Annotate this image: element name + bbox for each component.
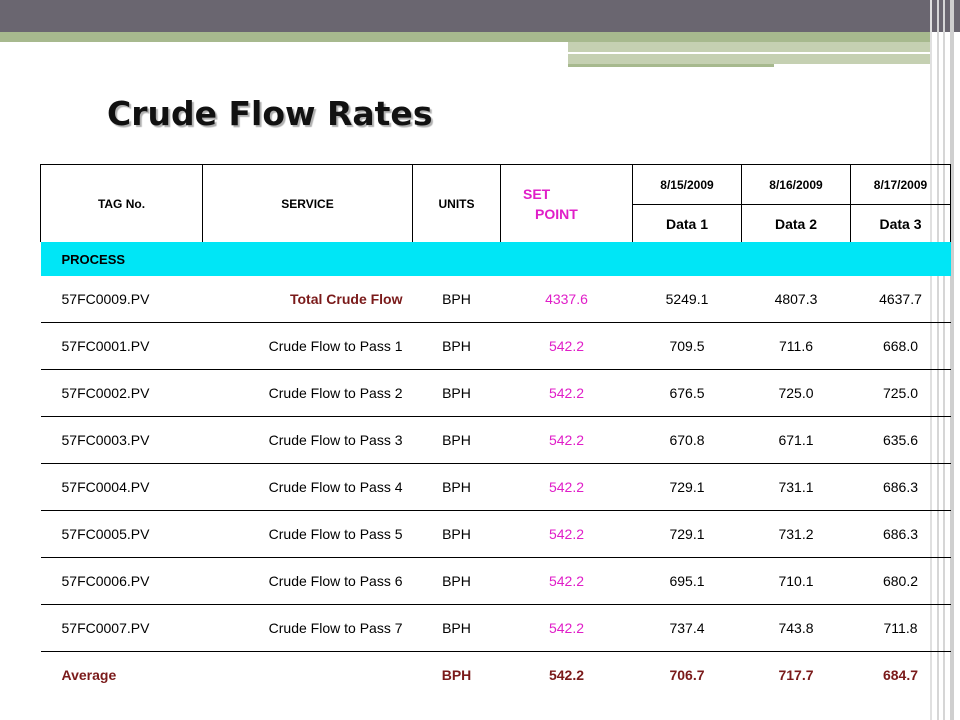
- accent-stripe: [568, 42, 930, 52]
- average-data-2: 717.7: [778, 667, 814, 683]
- row-tag: 57FC0005.PV: [40, 510, 203, 558]
- row-data-2: 725.0: [741, 369, 851, 417]
- row-data-3: 725.0: [850, 369, 951, 417]
- row-service: Crude Flow to Pass 7: [202, 604, 413, 652]
- row-tag: 57FC0002.PV: [40, 369, 203, 417]
- table-row: 57FC0003.PV Crude Flow to Pass 3 BPH 542…: [40, 416, 951, 464]
- row-data-3: 668.0: [850, 322, 951, 370]
- row-data-2: 711.6: [741, 322, 851, 370]
- row-set-point: 542.2: [500, 369, 633, 417]
- row-data-2: 4807.3: [741, 276, 851, 323]
- table-row: 57FC0001.PV Crude Flow to Pass 1 BPH 542…: [40, 322, 951, 370]
- accent-stripe: [0, 32, 930, 42]
- row-tag: 57FC0009.PV: [40, 276, 203, 323]
- average-data-3: 684.7: [882, 667, 919, 683]
- header-data-1: Data 1: [632, 204, 742, 242]
- header-data-3: Data 3: [850, 204, 951, 242]
- row-service: Crude Flow to Pass 4: [202, 463, 413, 511]
- row-service: Crude Flow to Pass 2: [202, 369, 413, 417]
- top-header-bar: [0, 0, 960, 32]
- row-data-2: 743.8: [741, 604, 851, 652]
- table-row: 57FC0006.PV Crude Flow to Pass 6 BPH 542…: [40, 557, 951, 605]
- row-data-1: 729.1: [632, 463, 742, 511]
- row-data-1: 695.1: [632, 557, 742, 605]
- row-units: BPH: [412, 416, 501, 464]
- row-set-point: 542.2: [500, 557, 633, 605]
- row-data-1: 709.5: [632, 322, 742, 370]
- row-tag: 57FC0004.PV: [40, 463, 203, 511]
- row-service: Crude Flow to Pass 1: [202, 322, 413, 370]
- header-units: UNITS: [412, 164, 501, 242]
- row-tag: 57FC0007.PV: [40, 604, 203, 652]
- row-units: BPH: [412, 322, 501, 370]
- table-header-row: Data 1 Data 2 Data 3: [41, 204, 951, 242]
- header-data-2: Data 2: [741, 204, 851, 242]
- row-units: BPH: [412, 510, 501, 558]
- row-data-2: 710.1: [741, 557, 851, 605]
- header-date-3: 8/17/2009: [850, 164, 951, 205]
- row-set-point: 542.2: [500, 463, 633, 511]
- table-row: 57FC0007.PV Crude Flow to Pass 7 BPH 542…: [40, 604, 951, 652]
- row-data-3: 686.3: [850, 510, 951, 558]
- accent-stripe: [568, 64, 774, 67]
- row-service: Total Crude Flow: [202, 276, 413, 323]
- row-data-3: 635.6: [850, 416, 951, 464]
- row-tag: 57FC0001.PV: [40, 322, 203, 370]
- row-service: Crude Flow to Pass 3: [202, 416, 413, 464]
- row-units: BPH: [412, 369, 501, 417]
- average-label: Average: [61, 667, 117, 683]
- row-set-point: 542.2: [500, 510, 633, 558]
- header-tag-label: TAG No.: [97, 196, 146, 211]
- header-set-point: SET POINT: [500, 164, 633, 242]
- row-tag: 57FC0006.PV: [40, 557, 203, 605]
- table-header-row: TAG No. SERVICE UNITS SET POINT 8/15/200…: [40, 164, 951, 242]
- row-service: Crude Flow to Pass 6: [202, 557, 413, 605]
- header-date-2: 8/16/2009: [741, 164, 851, 205]
- table-row: 57FC0005.PV Crude Flow to Pass 5 BPH 542…: [40, 510, 951, 558]
- row-data-2: 731.2: [741, 510, 851, 558]
- row-data-2: 671.1: [741, 416, 851, 464]
- row-data-1: 676.5: [632, 369, 742, 417]
- row-set-point: 542.2: [500, 416, 633, 464]
- row-data-1: 5249.1: [632, 276, 742, 323]
- header-units-label: UNITS: [438, 196, 475, 211]
- decorative-line: [950, 0, 954, 720]
- header-date-1: 8/15/2009: [632, 164, 742, 205]
- header-service: SERVICE: [202, 164, 413, 242]
- row-units: BPH: [412, 463, 501, 511]
- slide-title: Crude Flow Rates: [107, 94, 433, 133]
- row-service: Crude Flow to Pass 5: [202, 510, 413, 558]
- accent-stripe: [568, 54, 930, 64]
- header-tag: TAG No.: [40, 164, 203, 242]
- table-row: 57FC0004.PV Crude Flow to Pass 4 BPH 542…: [40, 463, 951, 511]
- row-data-1: 670.8: [632, 416, 742, 464]
- table-row: 57FC0009.PV Total Crude Flow BPH 4337.6 …: [40, 276, 951, 323]
- row-data-3: 711.8: [850, 604, 951, 652]
- header-service-label: SERVICE: [281, 196, 334, 211]
- section-label: PROCESS: [40, 242, 951, 276]
- row-data-1: 737.4: [632, 604, 742, 652]
- row-set-point: 542.2: [500, 322, 633, 370]
- table-row: 57FC0002.PV Crude Flow to Pass 2 BPH 542…: [40, 369, 951, 417]
- average-data-1: 706.7: [669, 667, 705, 683]
- average-row: Average BPH 542.2 706.7 717.7 684.7: [41, 652, 951, 699]
- header-set-point-line2: POINT: [535, 205, 578, 222]
- row-data-3: 4637.7: [850, 276, 951, 323]
- row-data-3: 680.2: [850, 557, 951, 605]
- crude-flow-table: TAG No. SERVICE UNITS SET POINT 8/15/200…: [40, 164, 951, 698]
- row-units: BPH: [412, 604, 501, 652]
- accent-stripe: [568, 52, 888, 54]
- average-set-point: 542.2: [548, 667, 585, 683]
- section-row-process: PROCESS: [40, 242, 951, 276]
- row-data-1: 729.1: [632, 510, 742, 558]
- row-set-point: 4337.6: [500, 276, 633, 323]
- row-data-2: 731.1: [741, 463, 851, 511]
- row-data-3: 686.3: [850, 463, 951, 511]
- row-units: BPH: [412, 557, 501, 605]
- header-set-point-line1: SET: [523, 185, 551, 202]
- average-units: BPH: [441, 667, 472, 683]
- row-set-point: 542.2: [500, 604, 633, 652]
- row-units: BPH: [412, 276, 501, 323]
- row-tag: 57FC0003.PV: [40, 416, 203, 464]
